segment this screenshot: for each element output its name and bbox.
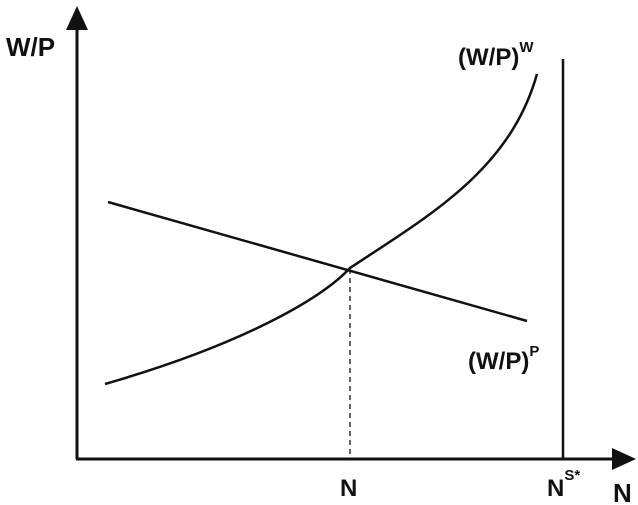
wage-setting-curve [104, 73, 539, 386]
labor-force-tick-label: NS* [547, 467, 580, 502]
x-axis-arrowhead [612, 448, 636, 470]
y-axis-arrowhead [66, 6, 88, 30]
equilibrium-tick-label: N [340, 475, 357, 502]
price-setting-label-sup: P [529, 343, 539, 360]
labor-force-tick-base: N [547, 475, 564, 502]
wage-setting-label-base: (W/P) [458, 44, 519, 71]
x-axis-label: N [613, 478, 632, 505]
price-setting-curve [107, 200, 528, 323]
price-setting-label: (W/P)P [468, 343, 539, 375]
labor-force-tick-sup: S* [564, 467, 580, 484]
wage-setting-label: (W/P)W [458, 39, 534, 71]
price-setting-label-base: (W/P) [468, 348, 529, 375]
wage-setting-label-sup: W [519, 39, 534, 56]
y-axis-label: W/P [6, 32, 55, 62]
